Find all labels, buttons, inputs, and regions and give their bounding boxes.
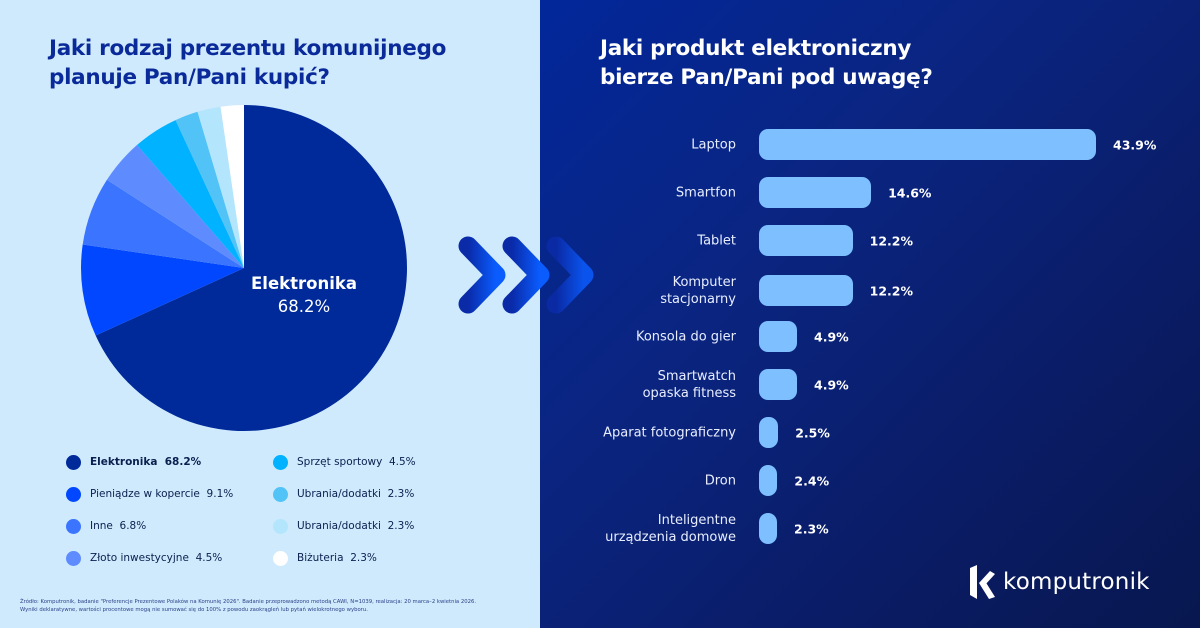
- bar-value-label: 2.4%: [794, 473, 830, 489]
- legend-item: Ubrania/dodatki 2.3%: [273, 516, 414, 536]
- bar: [759, 369, 797, 400]
- legend-label: Biżuteria 2.3%: [297, 552, 377, 564]
- bar-row: Komputer stacjonarny 12.2%: [560, 275, 1190, 307]
- legend-label: Inne 6.8%: [90, 520, 147, 532]
- bar-value-label: 4.9%: [814, 329, 849, 345]
- bar: [759, 513, 777, 544]
- legend-color-dot: [66, 550, 81, 566]
- bar: [759, 275, 853, 306]
- bar: [759, 225, 853, 256]
- legend-label: Ubrania/dodatki 2.3%: [297, 488, 415, 500]
- bar-value-label: 43.9%: [1113, 137, 1157, 153]
- legend-item: Elektronika 68.2%: [66, 452, 201, 472]
- bar-row: Konsola do gier 4.9%: [560, 321, 1190, 353]
- chevron-right-icon: [546, 236, 594, 314]
- bar-category-label: Laptop: [691, 137, 736, 154]
- bar-category-label-line: Smartwatch: [657, 369, 736, 384]
- bar-category-label-line: stacjonarny: [660, 292, 736, 307]
- bar-category-label-line: Aparat fotograficzny: [603, 425, 736, 441]
- komputronik-k-logo-icon: [970, 565, 995, 599]
- bar-row: Aparat fotograficzny 2.5%: [560, 417, 1190, 449]
- chevron-right-icon: [502, 236, 550, 314]
- bar-title-line-1: Jaki produkt elektroniczny: [600, 36, 912, 61]
- bar-value-label: 2.3%: [794, 521, 829, 537]
- bar-value-label: 14.6%: [888, 185, 932, 201]
- legend-color-dot: [66, 518, 81, 534]
- bar-title-line-2: bierze Pan/Pani pod uwagę?: [600, 65, 933, 90]
- bar: [759, 129, 1096, 160]
- bar: [759, 177, 872, 208]
- bar-category-label-line: Laptop: [691, 137, 736, 153]
- legend-color-dot: [273, 518, 288, 534]
- bar-row: Laptop 43.9%: [560, 129, 1190, 161]
- pie-slice-ubrania-dodatki: [175, 111, 244, 268]
- legend-color-dot: [66, 454, 81, 470]
- pie-slice-elektronika: [95, 105, 407, 431]
- bar-category-label-line: opaska fitness: [642, 386, 736, 401]
- source-note: Źródło: Komputronik, badanie "Preferencj…: [20, 599, 477, 613]
- bar-category-label-line: Konsola do gier: [635, 329, 736, 345]
- pie-slice-pieniądze-w-kopercie: [81, 244, 244, 336]
- legend-color-dot: [66, 486, 81, 502]
- pie-slice-label-name: Elektronika: [251, 274, 357, 293]
- bar-category-label: Smartfon: [676, 185, 736, 202]
- bar-row: Smartwatch opaska fitness 4.9%: [560, 369, 1190, 401]
- pie-slice-sprzęt-sportowy: [136, 120, 244, 268]
- bar: [759, 321, 797, 352]
- bar-category-label-line: urządzenia domowe: [605, 530, 736, 545]
- brand-name: komputronik: [1003, 569, 1150, 595]
- bar-row: Smartfon 14.6%: [560, 177, 1190, 209]
- right-panel: [540, 0, 1200, 628]
- bar-value-label: 4.9%: [814, 377, 849, 393]
- komputronik-logo: komputronik: [968, 564, 1150, 600]
- legend-label: Pieniądze w kopercie 9.1%: [90, 488, 234, 500]
- legend-item: Pieniądze w kopercie 9.1%: [66, 484, 233, 504]
- bar-category-label: Inteligentne urządzenia domowe: [605, 512, 736, 546]
- pie-title-line-1: Jaki rodzaj prezentu komunijnego: [49, 36, 447, 61]
- bar-category-label: Smartwatch opaska fitness: [643, 368, 736, 402]
- bar: [759, 465, 778, 496]
- bar-row: Inteligentne urządzenia domowe 2.3%: [560, 513, 1190, 545]
- bar-chart-title: Jaki produkt elektroniczny bierze Pan/Pa…: [600, 34, 1020, 92]
- pie-slice-złoto-inwestycyjne: [106, 145, 245, 268]
- bar-row: Dron 2.4%: [560, 465, 1190, 497]
- bar-category-label: Konsola do gier: [636, 329, 736, 346]
- bar-category-label-line: Dron: [704, 473, 736, 489]
- bar-value-label: 12.2%: [869, 233, 914, 249]
- legend-label: Sprzęt sportowy 4.5%: [297, 456, 416, 468]
- pie-chart: [81, 105, 407, 431]
- legend-color-dot: [273, 486, 288, 502]
- legend-item: Ubrania/dodatki 2.3%: [273, 484, 414, 504]
- bar-category-label-line: Komputer: [672, 275, 736, 290]
- chevron-right-icon: [458, 236, 506, 314]
- pie-slice-label-value: 68.2%: [277, 297, 331, 316]
- legend-item: Biżuteria 2.3%: [273, 548, 377, 568]
- legend-item: Inne 6.8%: [66, 516, 146, 536]
- pie-slice-biżuteria: [220, 105, 244, 268]
- bar-row: Tablet 12.2%: [560, 225, 1190, 257]
- legend-label: Elektronika 68.2%: [90, 456, 202, 468]
- legend-color-dot: [273, 454, 288, 470]
- legend-item: Złoto inwestycyjne 4.5%: [66, 548, 222, 568]
- legend-color-dot: [273, 550, 288, 566]
- bar: [759, 417, 779, 448]
- bar-category-label-line: Smartfon: [675, 185, 736, 201]
- bar-category-label: Aparat fotograficzny: [603, 425, 736, 442]
- pie-slice-inne: [82, 179, 244, 268]
- bar-category-label: Komputer stacjonarny: [660, 274, 736, 308]
- pie-chart-title: Jaki rodzaj prezentu komunijnego planuje…: [49, 34, 509, 92]
- bar-value-label: 2.5%: [795, 425, 830, 441]
- bar-value-label: 12.2%: [869, 283, 914, 299]
- bar-category-label: Dron: [705, 473, 736, 490]
- legend-label: Ubrania/dodatki 2.3%: [297, 520, 415, 532]
- bar-category-label-line: Inteligentne: [657, 513, 736, 528]
- legend-label: Złoto inwestycyjne 4.5%: [90, 552, 223, 564]
- legend-item: Sprzęt sportowy 4.5%: [273, 452, 416, 472]
- pie-slice-ubrania-dodatki: [197, 106, 244, 268]
- bar-category-label-line: Tablet: [697, 233, 736, 249]
- bar-category-label: Tablet: [697, 233, 736, 250]
- pie-title-line-2: planuje Pan/Pani kupić?: [49, 65, 330, 90]
- chevrons-arrow-icon: [458, 236, 594, 314]
